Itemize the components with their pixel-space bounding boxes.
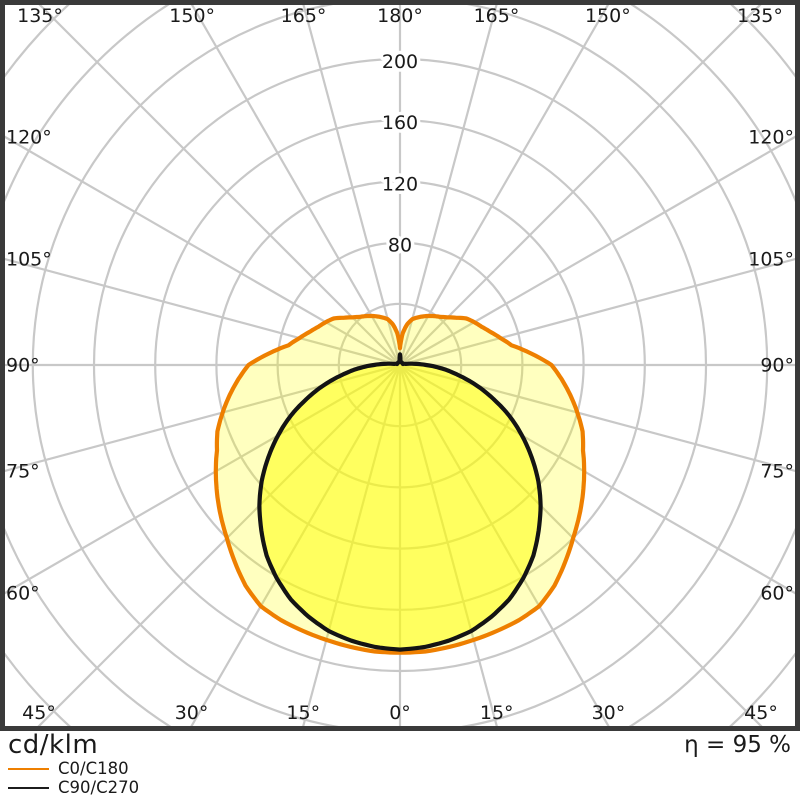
grid-spoke [399,363,795,472]
angle-label: 30° [175,702,209,724]
angle-label: 75° [760,460,794,482]
angle-label: 60° [760,583,794,605]
radial-tick-label: 200 [382,51,418,73]
legend: C0/C180 C90/C270 [8,759,139,797]
legend-swatch-c90-c270 [8,786,49,789]
angle-label: 165° [281,5,327,27]
angle-label: 45° [744,702,778,724]
angle-label: 90° [6,355,40,377]
angle-label: 75° [6,460,40,482]
legend-label-c90-c270: C90/C270 [58,778,140,797]
legend-item-c0-c180: C0/C180 [8,759,139,778]
radial-tick-label: 80 [388,235,412,257]
angle-label: 15° [286,702,320,724]
grid-spoke [38,5,401,366]
angle-label: 105° [748,249,794,271]
grid-spoke [5,258,401,367]
angle-label: 45° [22,702,56,724]
angle-label: 105° [6,249,52,271]
grid-spoke [398,5,498,366]
angle-label: 150° [585,5,631,27]
angle-label: 120° [748,126,794,148]
radial-tick-labels: 80 120 160 200 [378,48,421,261]
legend-item-c90-c270: C90/C270 [8,778,139,797]
grid-spoke [399,258,795,367]
angle-label: 120° [6,126,52,148]
radial-tick-label: 120 [382,173,418,195]
angle-label: 180° [377,5,423,27]
legend-label-c0-c180: C0/C180 [58,759,129,778]
angle-label: 150° [169,5,215,27]
angle-label: 30° [592,702,626,724]
angle-label: 135° [17,5,63,27]
angle-label: 135° [737,5,783,27]
angle-labels: 0° 15° 15° 30° 30° 45° 45° 60° 60° 75° 75° 90° 90° 10… [6,5,794,724]
grid-spoke [190,5,401,366]
c90-c270-curve [257,352,543,652]
angle-label: 165° [474,5,520,27]
grid-spoke [302,5,402,366]
angle-label: 15° [480,702,514,724]
angle-label: 0° [389,702,411,724]
plot-border [0,0,800,731]
c90-c270-fill-region [259,354,541,650]
angle-label: 60° [6,583,40,605]
grid-spoke [399,5,610,366]
efficiency-label: η = 95 % [684,732,791,758]
unit-label: cd/klm [8,730,99,760]
curves-layer [213,313,587,655]
legend-swatch-c0-c180 [8,767,49,770]
c0-c180-curve [213,313,587,655]
angle-label: 90° [760,355,794,377]
grid-spoke [399,135,795,366]
grid-spoke [5,135,401,366]
grid-spoke [5,363,401,472]
grid-spoke [399,5,762,366]
radial-tick-label: 160 [382,112,418,134]
